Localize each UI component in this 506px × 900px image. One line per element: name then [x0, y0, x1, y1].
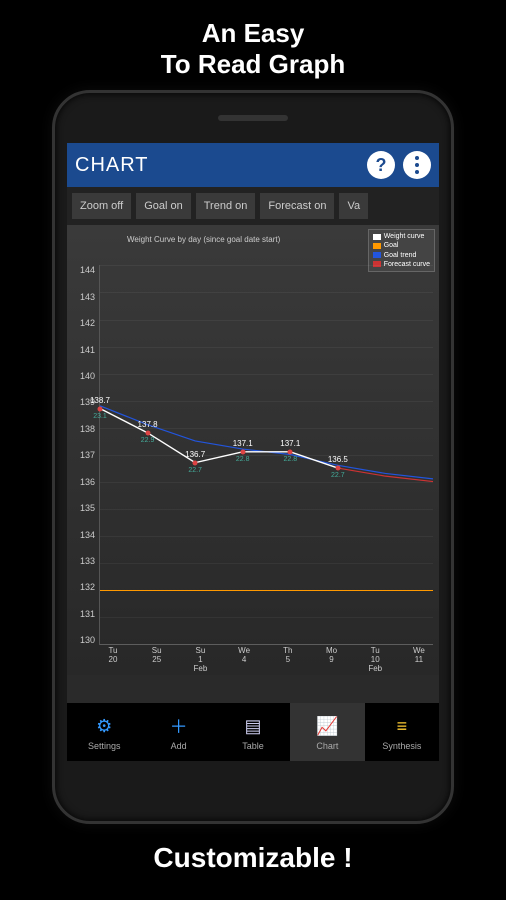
nav-label: Chart	[316, 741, 338, 751]
nav-label: Synthesis	[382, 741, 421, 751]
chart-title: Weight Curve by day (since goal date sta…	[127, 235, 280, 244]
table-icon: ▤	[240, 713, 266, 739]
y-tick: 138	[71, 424, 95, 434]
titlebar: CHART ?	[67, 143, 439, 187]
point-sublabel: 22.7	[188, 467, 202, 474]
y-tick: 137	[71, 450, 95, 460]
chart-area[interactable]: Weight Curve by day (since goal date sta…	[67, 225, 439, 675]
y-tick: 135	[71, 503, 95, 513]
device-frame: CHART ? Zoom offGoal onTrend onForecast …	[52, 90, 454, 824]
legend-item: Goal trend	[373, 251, 430, 260]
filter-button[interactable]: Zoom off	[72, 193, 131, 219]
point-label: 137.1	[280, 439, 300, 448]
x-tick: Su25	[143, 647, 171, 673]
nav-label: Table	[242, 741, 264, 751]
y-tick: 133	[71, 556, 95, 566]
filter-button[interactable]: Va	[339, 193, 368, 219]
x-tick: Th5	[274, 647, 302, 673]
x-tick: We4	[230, 647, 258, 673]
point-label: 136.5	[328, 455, 348, 464]
point-label: 136.7	[185, 450, 205, 459]
data-point	[240, 450, 245, 455]
y-tick: 142	[71, 318, 95, 328]
plot-area: 138.723.1137.822.9136.722.7137.122.8137.…	[99, 265, 433, 645]
y-tick: 144	[71, 265, 95, 275]
menu-icon[interactable]	[403, 151, 431, 179]
filter-button[interactable]: Trend on	[196, 193, 256, 219]
data-point	[145, 431, 150, 436]
point-sublabel: 22.8	[236, 456, 250, 463]
point-label: 137.1	[233, 439, 253, 448]
data-point	[288, 450, 293, 455]
point-sublabel: 23.1	[93, 413, 107, 420]
nav-label: Add	[171, 741, 187, 751]
data-point	[193, 460, 198, 465]
y-tick: 140	[71, 371, 95, 381]
x-tick: Tu10Feb	[361, 647, 389, 673]
chart-icon: 📈	[314, 713, 340, 739]
y-tick: 136	[71, 477, 95, 487]
y-axis: 1441431421411401391381371361351341331321…	[71, 265, 95, 645]
promo-heading-top: An Easy To Read Graph	[0, 0, 506, 90]
point-sublabel: 22.8	[283, 456, 297, 463]
promo-heading-bottom: Customizable !	[0, 824, 506, 892]
filter-button[interactable]: Goal on	[136, 193, 191, 219]
settings-icon: ⚙	[91, 713, 117, 739]
data-point	[335, 466, 340, 471]
x-axis: Tu20 Su25 Su1Feb We4 Th5 Mo9 Tu10Feb We11	[99, 647, 433, 673]
filter-button[interactable]: Forecast on	[260, 193, 334, 219]
y-tick: 143	[71, 292, 95, 302]
nav-table[interactable]: ▤ Table	[216, 703, 290, 761]
point-label: 138.7	[90, 396, 110, 405]
nav-settings[interactable]: ⚙ Settings	[67, 703, 141, 761]
filter-bar: Zoom offGoal onTrend onForecast onVa	[67, 187, 439, 225]
y-tick: 134	[71, 530, 95, 540]
synthesis-icon: ≡	[389, 713, 415, 739]
y-tick: 141	[71, 345, 95, 355]
y-tick: 131	[71, 609, 95, 619]
legend-item: Weight curve	[373, 232, 430, 241]
nav-label: Settings	[88, 741, 121, 751]
y-tick: 130	[71, 635, 95, 645]
nav-chart[interactable]: 📈 Chart	[290, 703, 364, 761]
data-point	[98, 406, 103, 411]
add-icon: ＋	[166, 713, 192, 739]
x-tick: We11	[405, 647, 433, 673]
point-sublabel: 22.7	[331, 472, 345, 479]
legend-item: Goal	[373, 241, 430, 250]
nav-add[interactable]: ＋ Add	[141, 703, 215, 761]
nav-synthesis[interactable]: ≡ Synthesis	[365, 703, 439, 761]
bottom-nav: ⚙ Settings ＋ Add ▤ Table 📈 Chart ≡ Synthesis	[67, 703, 439, 761]
page-title: CHART	[75, 154, 359, 177]
x-tick: Tu20	[99, 647, 127, 673]
y-tick: 132	[71, 582, 95, 592]
x-tick: Su1Feb	[186, 647, 214, 673]
point-sublabel: 22.9	[141, 437, 155, 444]
point-label: 137.8	[138, 420, 158, 429]
x-tick: Mo9	[318, 647, 346, 673]
help-icon[interactable]: ?	[367, 151, 395, 179]
app-screen: CHART ? Zoom offGoal onTrend onForecast …	[67, 143, 439, 761]
